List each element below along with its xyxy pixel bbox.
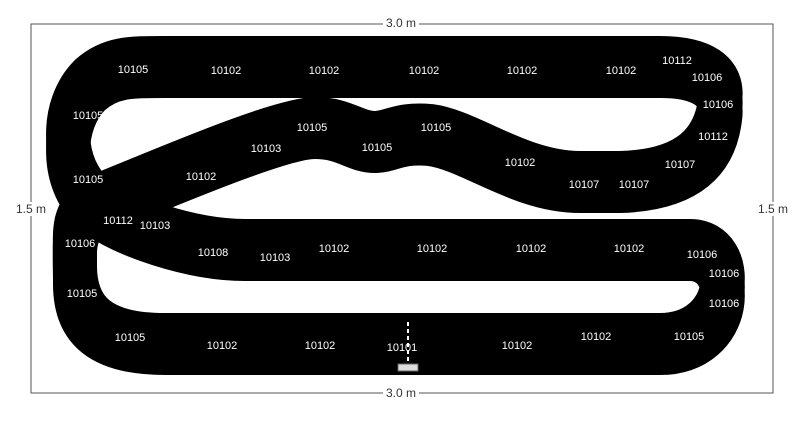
piece-label: 10105 <box>297 122 328 134</box>
piece-label: 10106 <box>709 268 740 280</box>
piece-label: 10102 <box>417 243 448 255</box>
piece-label: 10102 <box>207 340 238 352</box>
piece-label: 10105 <box>73 174 104 186</box>
piece-label: 10102 <box>502 340 533 352</box>
piece-label: 10102 <box>516 243 547 255</box>
piece-label: 10106 <box>65 238 96 250</box>
piece-label: 10107 <box>619 179 650 191</box>
dimensions: 3.0 m 3.0 m 1.5 m 1.5 m <box>14 16 790 400</box>
piece-label: 10112 <box>103 215 133 227</box>
piece-label: 10107 <box>665 159 696 171</box>
piece-label: 10108 <box>198 247 229 259</box>
piece-label: 10103 <box>260 252 291 264</box>
piece-label: 10102 <box>614 243 645 255</box>
dim-top: 3.0 m <box>386 16 416 30</box>
dim-bottom: 3.0 m <box>386 386 416 400</box>
piece-label: 10105 <box>73 110 104 122</box>
piece-label: 10105 <box>115 332 146 344</box>
label-bg <box>14 202 48 216</box>
piece-label: 10105 <box>362 142 393 154</box>
piece-label: 10102 <box>606 65 637 77</box>
track <box>68 58 723 371</box>
piece-label: 10102 <box>581 331 612 343</box>
dim-right: 1.5 m <box>758 202 788 216</box>
piece-label: 10105 <box>118 64 149 76</box>
piece-label: 10105 <box>67 288 98 300</box>
piece-label: 10107 <box>569 179 600 191</box>
piece-label: 10106 <box>709 298 740 310</box>
piece-label: 10106 <box>703 99 734 111</box>
dim-left: 1.5 m <box>16 202 46 216</box>
piece-label: 10101 <box>387 342 418 354</box>
label-bg <box>383 386 419 400</box>
piece-label: 10102 <box>507 65 538 77</box>
piece-label: 10103 <box>251 143 282 155</box>
piece-label: 10103 <box>140 220 171 232</box>
piece-label: 10102 <box>186 171 217 183</box>
piece-label: 10102 <box>305 340 336 352</box>
piece-label: 10105 <box>674 331 705 343</box>
piece-label: 10102 <box>319 243 350 255</box>
label-bg <box>756 202 790 216</box>
label-bg <box>383 17 419 31</box>
piece-label: 10105 <box>421 122 452 134</box>
piece-label: 10102 <box>309 65 340 77</box>
start-marker <box>397 363 419 372</box>
piece-label: 10102 <box>505 157 536 169</box>
piece-label: 10102 <box>409 65 440 77</box>
piece-label: 10112 <box>662 55 692 67</box>
piece-label: 10102 <box>211 65 242 77</box>
piece-label: 10106 <box>687 249 718 261</box>
piece-label: 10112 <box>698 131 728 143</box>
piece-label: 10106 <box>692 72 723 84</box>
